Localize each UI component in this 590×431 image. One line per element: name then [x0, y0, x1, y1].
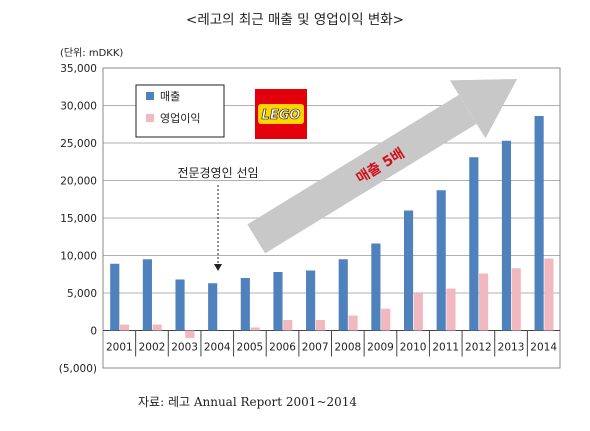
lego-logo: LEGO: [255, 89, 307, 139]
y-tick-label: 30,000: [60, 101, 97, 113]
x-tick-label: 2008: [334, 342, 361, 354]
x-tick-label: 2012: [465, 342, 492, 354]
bar-profit-2009: [381, 308, 391, 331]
y-tick-label: 10,000: [60, 251, 97, 263]
y-tick-label: 25,000: [60, 138, 97, 150]
bar-sales-2009: [371, 243, 381, 331]
y-tick-label: 15,000: [60, 213, 97, 225]
bar-sales-2014: [534, 116, 544, 331]
x-tick-label: 2011: [432, 342, 459, 354]
tick-labels: (5,000) 0 5,000 10,000 15,000 20,000 25,000 30,…: [59, 63, 558, 375]
ceo-annotation: 전문경영인 선임: [177, 166, 258, 180]
bar-profit-2005: [250, 327, 260, 331]
bar-profit-2001: [119, 324, 130, 331]
growth-arrow-head: [449, 79, 518, 139]
bar-profit-2013: [511, 268, 521, 331]
plot-border: [102, 67, 561, 369]
bars: [110, 116, 554, 338]
bar-sales-2011: [436, 190, 446, 331]
lego-logo-band: [258, 104, 304, 124]
bar-sales-2005: [240, 278, 250, 331]
legend-swatch-profit: [146, 114, 154, 122]
x-tick-label: 2003: [171, 342, 198, 354]
x-tick-label: 2014: [530, 342, 557, 354]
x-tick-label: 2002: [139, 342, 166, 354]
bar-profit-2011: [446, 288, 456, 331]
growth-arrow-shaft: [247, 94, 477, 254]
y-tick-label: 5,000: [67, 288, 97, 300]
legend-swatch-sales: [146, 92, 154, 100]
bar-sales-2001: [110, 263, 120, 331]
unit-label: (단위: mDKK): [60, 46, 123, 59]
y-tick-label: 20,000: [60, 176, 97, 188]
x-tick-label: 2001: [106, 342, 133, 354]
growth-arrow: 매출 5배: [247, 79, 518, 254]
x-tick-label: 2004: [204, 342, 231, 354]
x-tick-label: 2010: [400, 342, 427, 354]
bar-sales-2003: [175, 279, 185, 331]
bar-sales-2006: [273, 272, 283, 331]
bar-sales-2007: [306, 270, 316, 331]
x-tick-label: 2005: [237, 342, 264, 354]
legend: 매출 영업이익: [135, 84, 225, 138]
lego-logo-text: LEGO: [262, 108, 301, 123]
bar-sales-2012: [469, 157, 479, 331]
bar-sales-2004: [208, 283, 218, 331]
bar-sales-2008: [338, 259, 348, 331]
bar-sales-2002: [142, 259, 152, 331]
x-tick-label: 2006: [269, 342, 296, 354]
bar-profit-2003: [185, 330, 195, 338]
x-tick-label: 2013: [498, 342, 525, 354]
legend-label-profit: 영업이익: [160, 112, 200, 125]
chart-title: <레고의 최근 매출 및 영업이익 변화>: [186, 12, 404, 28]
bar-profit-2010: [413, 293, 423, 331]
y-tick-label: (5,000): [59, 363, 97, 375]
bar-profit-2006: [283, 320, 293, 331]
source-note: 자료: 레고 Annual Report 2001~2014: [138, 395, 358, 409]
bar-profit-2007: [315, 320, 325, 331]
bar-sales-2013: [501, 140, 512, 331]
bar-profit-2014: [544, 258, 554, 331]
bar-profit-2002: [152, 324, 162, 331]
y-tick-label: 35,000: [60, 63, 97, 75]
x-tick-label: 2007: [302, 342, 329, 354]
y-tick-label: 0: [90, 326, 97, 338]
bar-profit-2008: [348, 315, 358, 331]
x-tick-label: 2009: [367, 342, 394, 354]
ceo-annotation-arrowhead: [214, 264, 222, 271]
bar-sales-2010: [403, 210, 414, 331]
bar-profit-2012: [479, 273, 489, 331]
legend-label-sales: 매출: [160, 90, 180, 103]
